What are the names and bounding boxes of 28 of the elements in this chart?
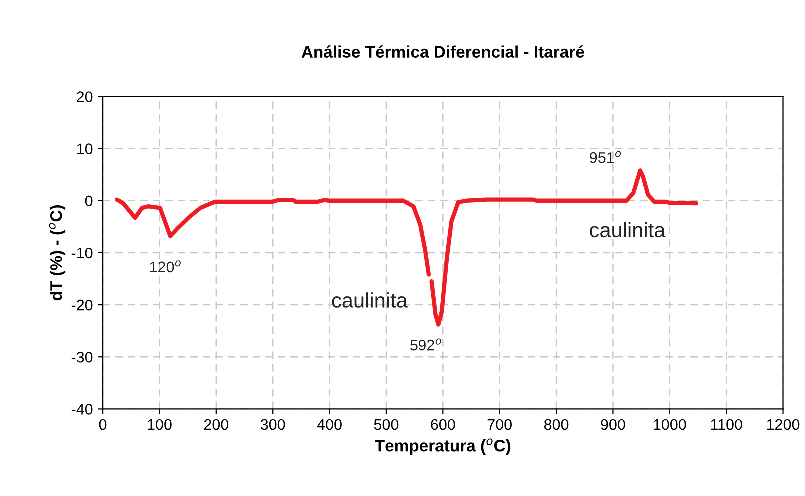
x-tick-label: 1100 [711,419,742,430]
y-tick-label: -20 [72,300,93,311]
y-tick-label: -30 [72,352,93,363]
x-tick-label: 800 [544,419,569,430]
chart-title: Análise Térmica Diferencial - Itararé [302,46,584,58]
y-tick-label: -10 [72,248,93,259]
x-tick-label: 900 [601,419,626,430]
annotation: 120$^{o}$ [150,260,181,273]
y-tick-label: 20 [77,92,93,102]
annotation: 592$^{o}$ [410,338,442,351]
x-tick-label: 300 [260,419,286,430]
annotation: caulinita [590,222,666,238]
y-axis-title: dT (%) - ($^{o}$C) [49,206,66,301]
y-tick-label: 10 [77,144,93,154]
x-tick-label: 600 [431,419,456,430]
x-axis-title: Temperatura ($^{o}$C) [375,438,511,456]
x-tick-label: 200 [204,419,229,430]
x-tick-label: 100 [148,419,172,430]
x-tick-label: 0 [99,419,107,430]
x-tick-label: 1200 [767,419,800,430]
x-tick-label: 500 [374,419,399,430]
x-tick-label: 700 [488,419,512,430]
x-tick-label: 400 [317,419,342,430]
annotation: caulinita [332,292,408,308]
y-tick-label: 0 [85,196,93,207]
annotation: 951$^{o}$ [590,151,622,164]
y-tick-label: -40 [72,404,93,415]
x-tick-label: 1000 [654,419,686,430]
